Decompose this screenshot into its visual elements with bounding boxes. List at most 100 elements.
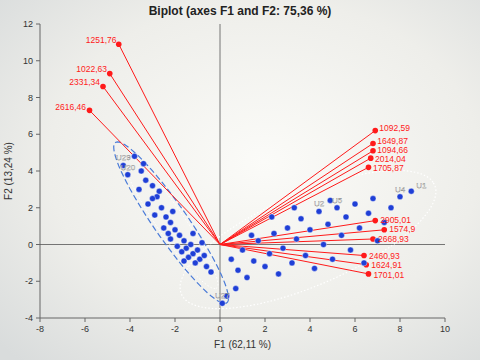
x-tick-label: 6 xyxy=(352,324,357,334)
observation-point xyxy=(244,275,250,281)
observation-point xyxy=(325,221,331,227)
point-label: U27 xyxy=(215,291,230,300)
observation-point xyxy=(289,260,295,266)
observation-point xyxy=(228,256,234,262)
y-tick xyxy=(36,244,40,245)
vector-line xyxy=(220,245,364,256)
x-tick xyxy=(400,318,401,322)
observation-point xyxy=(291,205,297,211)
y-tick-label: 8 xyxy=(28,93,33,103)
vector-end xyxy=(87,108,93,114)
x-tick-label: 2 xyxy=(262,324,267,334)
observation-point xyxy=(145,201,151,207)
vector-line xyxy=(220,151,373,245)
observation-point xyxy=(339,232,345,238)
observation-point xyxy=(276,271,282,277)
vector-label: 1092,59 xyxy=(379,123,410,133)
observation-point xyxy=(271,230,277,236)
observation-point xyxy=(201,253,207,259)
observation-point xyxy=(343,214,349,220)
observation-point xyxy=(316,208,322,214)
vector-line xyxy=(220,230,384,245)
vector-end xyxy=(381,227,387,233)
y-tick xyxy=(36,207,40,208)
observation-point xyxy=(170,208,176,214)
point-label: U4 xyxy=(395,185,406,194)
x-tick xyxy=(355,318,356,322)
observation-point xyxy=(177,232,183,238)
y-tick-label: 0 xyxy=(28,240,33,250)
x-tick-label: 10 xyxy=(440,324,450,334)
vector-label: 2905,01 xyxy=(380,215,411,225)
x-tick-label: 4 xyxy=(307,324,312,334)
y-tick-label: -4 xyxy=(25,313,33,323)
x-tick-label: -4 xyxy=(126,324,134,334)
x-tick-label: -8 xyxy=(36,324,44,334)
observation-point xyxy=(348,247,354,253)
observation-point xyxy=(298,216,304,222)
observation-point xyxy=(307,227,313,233)
point-label: U20 xyxy=(120,163,135,172)
vector-end xyxy=(361,253,367,259)
observation-point xyxy=(251,258,257,264)
observation-point xyxy=(233,286,239,292)
observation-point xyxy=(204,264,210,270)
observation-point xyxy=(285,225,291,231)
vector-end xyxy=(370,141,376,147)
y-axis-title: F2 (13,24 %) xyxy=(3,142,14,200)
observation-point xyxy=(143,177,149,183)
vector-label: 2616,46 xyxy=(55,102,86,112)
x-tick xyxy=(265,318,266,322)
vector-end xyxy=(372,218,378,224)
observation-point xyxy=(168,236,174,242)
observation-point xyxy=(136,186,142,192)
observation-point xyxy=(262,264,268,270)
observation-point xyxy=(174,243,180,249)
y-tick xyxy=(36,60,40,61)
vector-end xyxy=(366,271,372,277)
y-tick xyxy=(36,171,40,172)
observation-point xyxy=(125,172,131,178)
point-label: U1 xyxy=(416,181,427,190)
vector-end xyxy=(107,71,113,77)
observation-point xyxy=(152,212,158,218)
observation-point xyxy=(141,161,147,167)
vector-line xyxy=(220,131,375,245)
x-tick xyxy=(40,318,41,322)
observation-point xyxy=(267,251,273,257)
x-tick xyxy=(85,318,86,322)
observation-point xyxy=(150,183,156,189)
title: Biplot (axes F1 and F2: 75,36 %) xyxy=(149,4,332,18)
x-tick xyxy=(445,318,446,322)
vector-line xyxy=(103,86,220,244)
observation-point xyxy=(208,269,214,275)
y-tick xyxy=(36,24,40,25)
observation-point xyxy=(192,260,198,266)
observation-point xyxy=(361,260,367,266)
observation-point xyxy=(195,247,201,253)
vector-line xyxy=(220,158,371,244)
y-tick xyxy=(36,281,40,282)
observation-point xyxy=(161,225,167,231)
y-tick-label: 10 xyxy=(23,56,33,66)
y-tick xyxy=(36,318,40,319)
x-tick-label: 8 xyxy=(397,324,402,334)
observation-point xyxy=(357,225,363,231)
x-tick-label: -2 xyxy=(171,324,179,334)
observation-point xyxy=(235,267,241,273)
observation-point xyxy=(334,205,340,211)
observation-point xyxy=(181,238,187,244)
observation-point xyxy=(303,253,309,259)
observation-point xyxy=(172,227,178,233)
observation-point xyxy=(190,230,196,236)
x-axis-line xyxy=(40,318,445,319)
observation-point xyxy=(397,194,403,200)
observation-point xyxy=(321,242,327,248)
observation-point xyxy=(408,188,414,194)
plot-area xyxy=(40,24,445,318)
vector-label: 1022,63 xyxy=(76,64,107,74)
vector-end xyxy=(368,155,374,161)
vector-line xyxy=(90,110,221,244)
observation-point xyxy=(366,210,372,216)
observation-point xyxy=(168,219,174,225)
